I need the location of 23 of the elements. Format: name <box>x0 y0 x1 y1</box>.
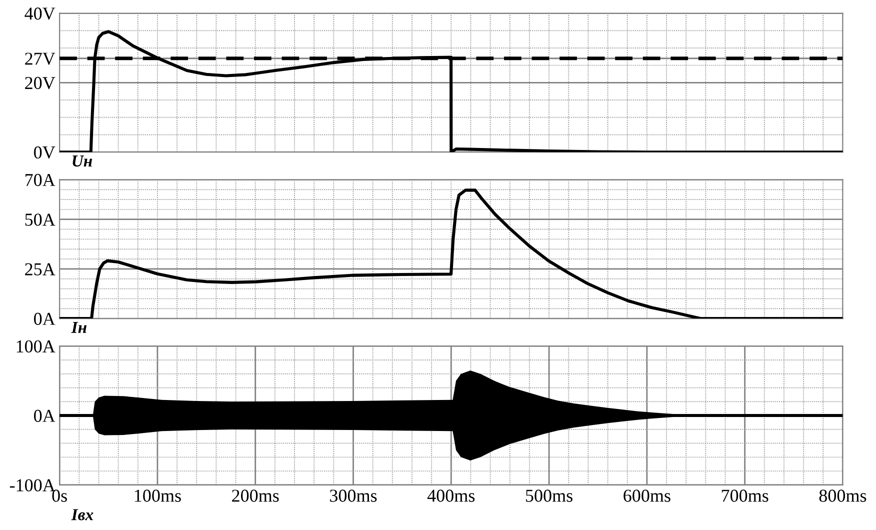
y-tick-label: 40V <box>24 8 56 20</box>
y-tick-label: 0V <box>34 146 56 159</box>
y-tick-label: 27V <box>25 52 56 65</box>
text: Iн <box>71 322 87 333</box>
x-tick-label: 0s <box>52 490 67 502</box>
y-tick-label: -100A <box>10 479 56 492</box>
x-tick-label: 600ms <box>624 490 670 502</box>
x-tick-label: 500ms <box>526 490 572 502</box>
y-tick-label: 0A <box>34 410 56 422</box>
x-tick-label: 800ms <box>819 490 866 502</box>
y-tick-label: 20V <box>25 76 56 90</box>
x-tick-label: 400ms <box>427 490 475 502</box>
y-tick-label: 70A <box>25 174 56 186</box>
y-tick-label: 100A <box>16 340 56 353</box>
x-tick-label: 200ms <box>232 490 279 502</box>
y-tick-label: 25A <box>25 263 56 276</box>
x-tick-label: 700ms <box>722 490 768 502</box>
y-tick-label: 0A <box>34 312 56 325</box>
x-tick-label: 300ms <box>330 490 377 502</box>
y-tick-label: 50A <box>25 214 56 226</box>
text: Iвх <box>71 509 94 520</box>
x-tick-label: 100ms <box>134 490 181 502</box>
text: Uн <box>72 156 92 167</box>
